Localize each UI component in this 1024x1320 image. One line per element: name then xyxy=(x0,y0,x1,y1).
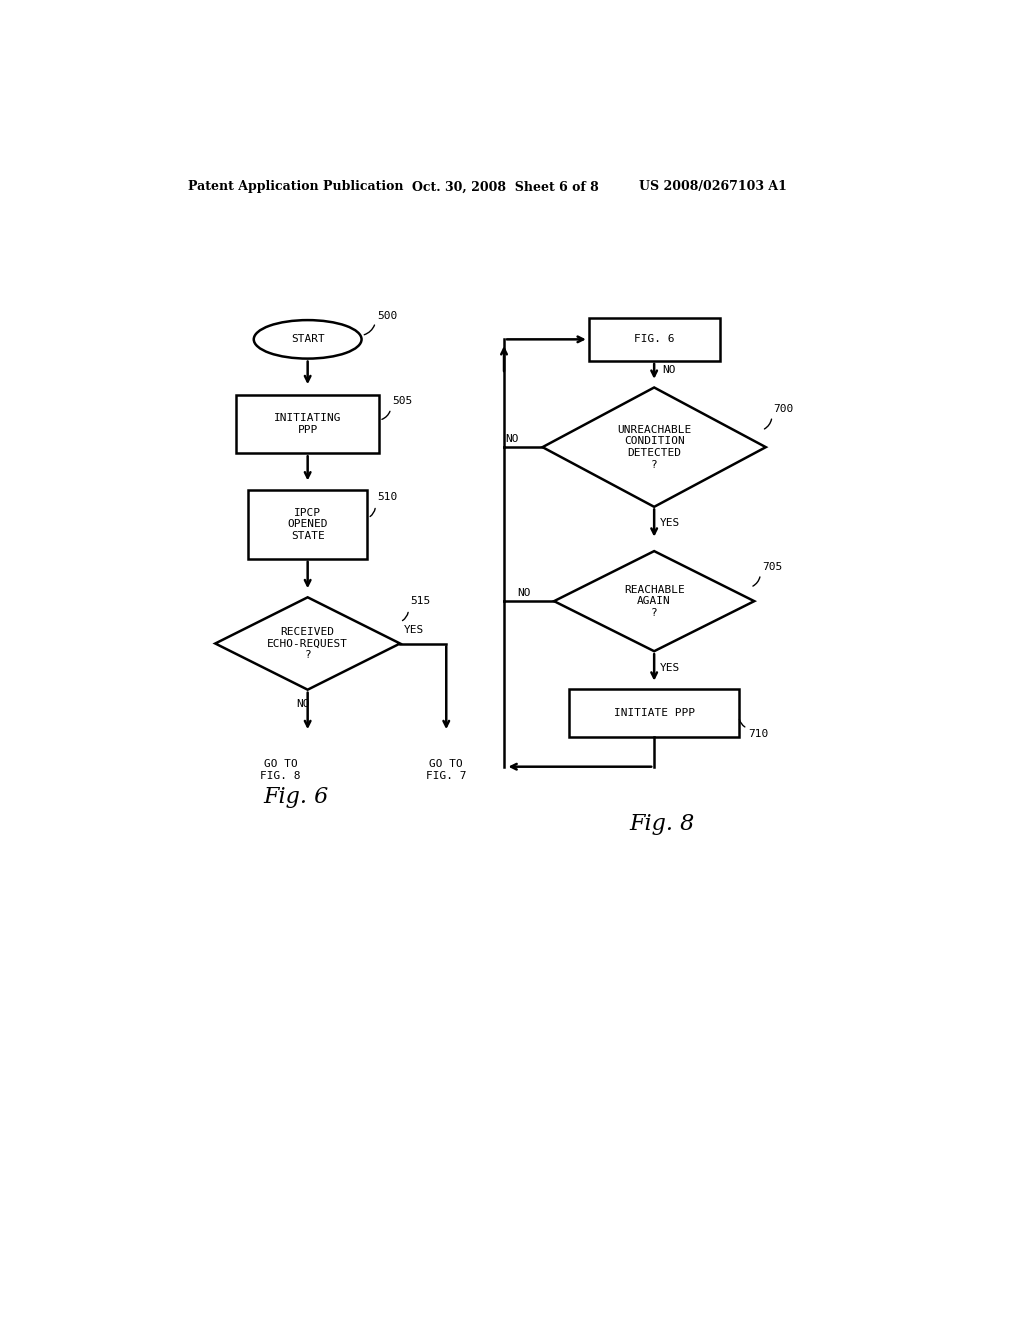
Polygon shape xyxy=(554,552,755,651)
Text: IPCP
OPENED
STATE: IPCP OPENED STATE xyxy=(288,508,328,541)
Text: 515: 515 xyxy=(410,597,430,606)
Text: YES: YES xyxy=(660,663,681,673)
Text: 700: 700 xyxy=(773,404,794,413)
Text: US 2008/0267103 A1: US 2008/0267103 A1 xyxy=(639,181,786,194)
Text: 500: 500 xyxy=(377,312,397,321)
Text: GO TO
FIG. 8: GO TO FIG. 8 xyxy=(260,759,301,780)
Polygon shape xyxy=(543,388,766,507)
Text: GO TO
FIG. 7: GO TO FIG. 7 xyxy=(426,759,467,780)
Text: FIG. 6: FIG. 6 xyxy=(634,334,675,345)
FancyBboxPatch shape xyxy=(589,318,720,360)
FancyBboxPatch shape xyxy=(569,689,739,737)
Text: 510: 510 xyxy=(377,492,397,502)
Text: NO: NO xyxy=(296,698,309,709)
Text: Fig. 6: Fig. 6 xyxy=(263,787,329,808)
Text: YES: YES xyxy=(403,624,424,635)
Text: START: START xyxy=(291,334,325,345)
Text: INITIATE PPP: INITIATE PPP xyxy=(613,708,694,718)
Text: 710: 710 xyxy=(749,730,768,739)
Text: Fig. 8: Fig. 8 xyxy=(629,813,694,836)
Text: YES: YES xyxy=(660,519,681,528)
Text: NO: NO xyxy=(662,366,676,375)
Text: Patent Application Publication: Patent Application Publication xyxy=(188,181,403,194)
Text: 705: 705 xyxy=(762,561,782,572)
FancyBboxPatch shape xyxy=(237,395,379,453)
FancyBboxPatch shape xyxy=(248,490,368,558)
Polygon shape xyxy=(215,598,400,689)
Text: UNREACHABLE
CONDITION
DETECTED
?: UNREACHABLE CONDITION DETECTED ? xyxy=(617,425,691,470)
Text: 505: 505 xyxy=(392,396,413,407)
Text: RECEIVED
ECHO-REQUEST
?: RECEIVED ECHO-REQUEST ? xyxy=(267,627,348,660)
Text: NO: NO xyxy=(506,434,519,445)
Text: Oct. 30, 2008  Sheet 6 of 8: Oct. 30, 2008 Sheet 6 of 8 xyxy=(412,181,598,194)
Ellipse shape xyxy=(254,321,361,359)
Text: REACHABLE
AGAIN
?: REACHABLE AGAIN ? xyxy=(624,585,684,618)
Text: INITIATING
PPP: INITIATING PPP xyxy=(273,413,341,434)
Text: NO: NO xyxy=(517,589,530,598)
